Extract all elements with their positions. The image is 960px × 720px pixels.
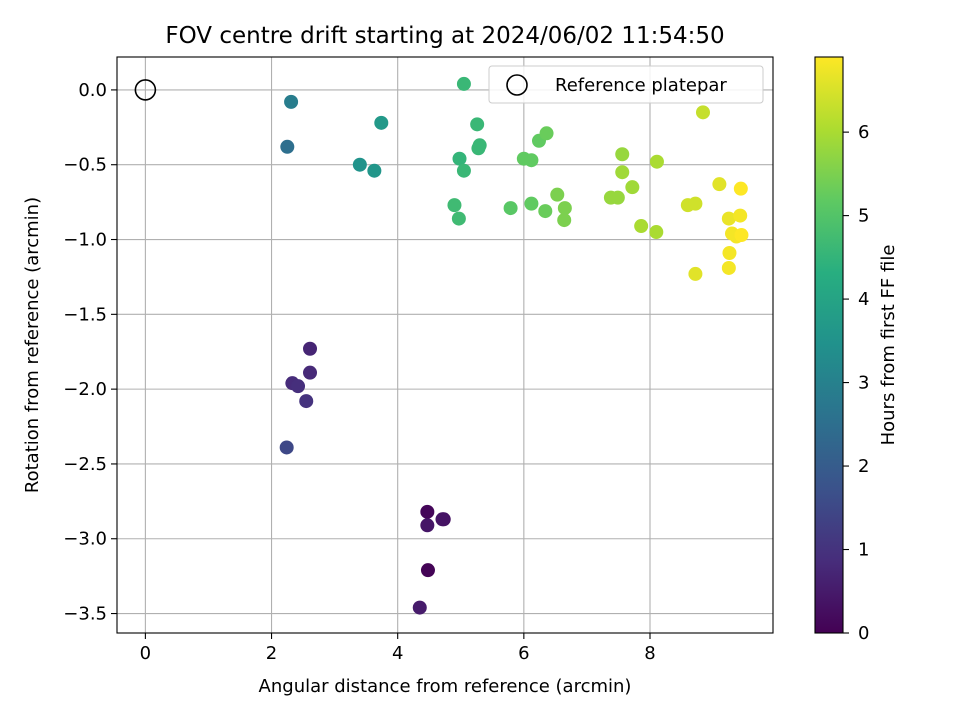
colorbar-gradient [815, 57, 843, 633]
data-point [412, 600, 427, 615]
colorbar-ticks: 0 1 2 3 4 5 6 [843, 122, 869, 644]
data-point [695, 105, 710, 120]
chart-title: FOV centre drift starting at 2024/06/02 … [165, 23, 724, 49]
x-axis-label: Angular distance from reference (arcmin) [259, 676, 632, 697]
data-point [688, 266, 703, 281]
data-point [420, 563, 435, 578]
colorbar-tick-label: 4 [858, 289, 869, 310]
x-tick-label: 6 [518, 643, 529, 664]
colorbar: 0 1 2 3 4 5 6 Hours from first FF file [814, 56, 899, 644]
data-point [456, 76, 471, 91]
data-points [279, 76, 749, 615]
data-point [303, 341, 318, 356]
data-point [503, 201, 518, 216]
colorbar-frame [814, 56, 844, 634]
colorbar-tick-label: 3 [858, 373, 869, 394]
y-tick-label: 0.0 [78, 80, 107, 101]
data-point [712, 177, 727, 192]
data-point [452, 151, 467, 166]
data-point [721, 260, 736, 275]
x-tick-label: 0 [140, 643, 151, 664]
legend: Reference platepar [488, 65, 764, 104]
data-point [733, 208, 748, 223]
data-point [280, 139, 295, 154]
data-point [625, 180, 640, 195]
data-point [634, 219, 649, 234]
data-point [456, 163, 471, 178]
data-point [420, 504, 435, 519]
data-point [610, 190, 625, 205]
colorbar-tick-label: 1 [858, 540, 869, 561]
data-point [471, 141, 486, 156]
data-point [524, 196, 539, 211]
data-point [299, 394, 314, 409]
data-point [435, 512, 450, 527]
y-tick-label: −2.0 [63, 379, 107, 400]
y-axis-ticks: 0.0 −0.5 −1.0 −1.5 −2.0 −2.5 −3.0 −3.5 [63, 80, 117, 625]
data-point [420, 518, 435, 533]
data-point [303, 365, 318, 380]
colorbar-label: Hours from first FF file [878, 245, 899, 446]
data-point [447, 198, 462, 213]
plot-frame [116, 56, 774, 634]
data-point [615, 147, 630, 162]
y-tick-label: −2.5 [63, 454, 107, 475]
data-point [688, 196, 703, 211]
colorbar-tick-label: 6 [858, 122, 869, 143]
data-point [557, 201, 572, 216]
y-axis-label: Rotation from reference (arcmin) [22, 197, 43, 493]
reference-platepar-marker [134, 79, 157, 101]
x-axis-ticks: 0 2 4 6 8 [140, 633, 656, 664]
x-tick-label: 4 [392, 643, 403, 664]
data-point [649, 225, 664, 240]
data-point [279, 440, 294, 455]
data-point [291, 379, 306, 394]
data-point [734, 228, 749, 243]
colorbar-tick-label: 0 [858, 623, 869, 644]
x-tick-label: 8 [644, 643, 655, 664]
grid [117, 57, 773, 633]
data-point [524, 153, 539, 168]
data-point [649, 154, 664, 169]
data-point [538, 204, 553, 219]
y-tick-label: −3.5 [63, 604, 107, 625]
data-point [722, 245, 737, 260]
y-tick-label: −3.0 [63, 529, 107, 550]
data-point [284, 94, 299, 109]
colorbar-tick-label: 5 [858, 206, 869, 227]
data-point [733, 181, 748, 196]
data-point [557, 213, 572, 228]
legend-box [488, 65, 764, 104]
y-tick-label: −0.5 [63, 155, 107, 176]
colorbar-tick-label: 2 [858, 456, 869, 477]
data-point [374, 115, 389, 130]
data-point [451, 211, 466, 226]
y-tick-label: −1.0 [63, 230, 107, 251]
y-tick-label: −1.5 [63, 304, 107, 325]
legend-reference-marker [506, 74, 528, 96]
data-point [550, 187, 565, 202]
data-point [539, 126, 554, 141]
legend-entry-reference-platepar: Reference platepar [555, 75, 727, 96]
data-point [352, 157, 367, 172]
data-point [367, 163, 382, 178]
x-tick-label: 2 [266, 643, 277, 664]
data-point [615, 165, 630, 180]
data-point [470, 117, 485, 132]
data-point [721, 211, 736, 226]
